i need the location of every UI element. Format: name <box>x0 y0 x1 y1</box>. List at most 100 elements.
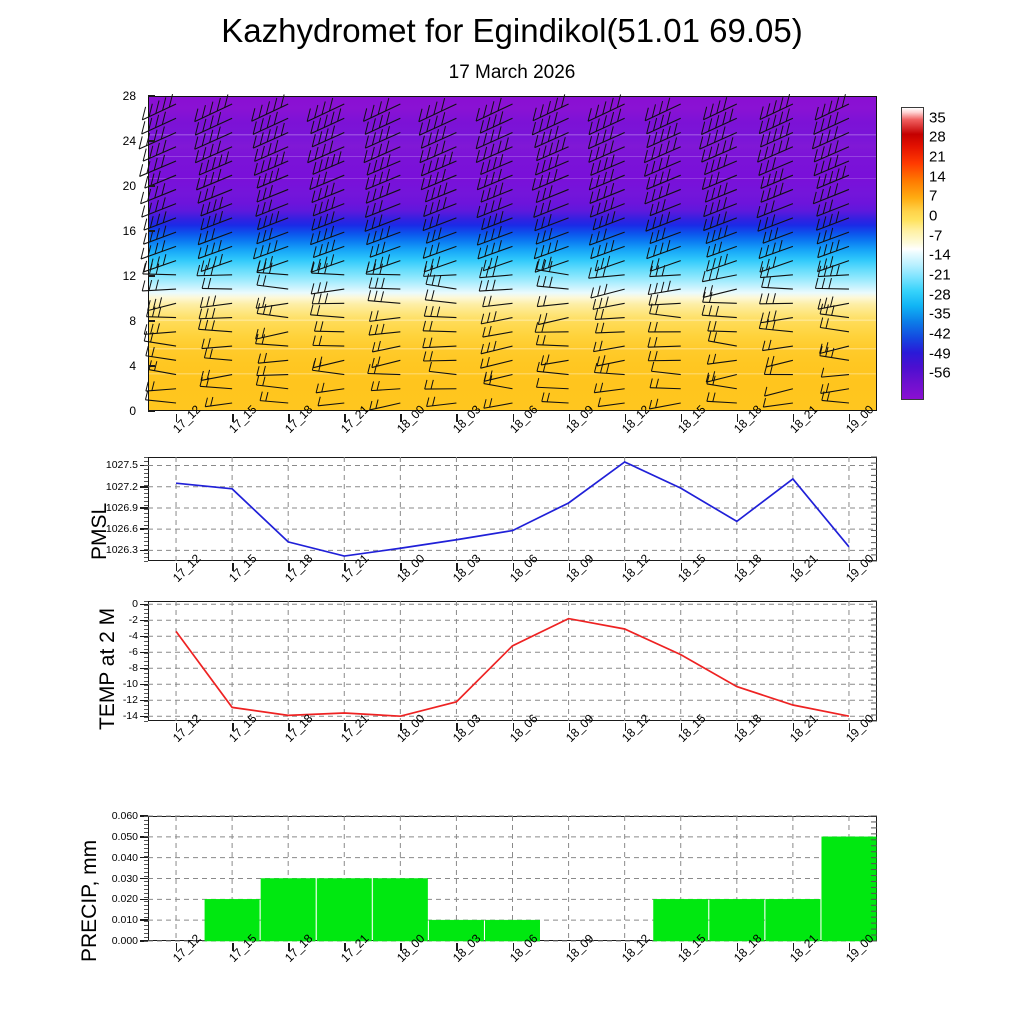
y-tickmark <box>140 507 148 509</box>
wind-barb <box>254 140 289 162</box>
wind-barb <box>587 94 625 122</box>
wind-barb <box>364 111 401 135</box>
y-minor-tickmark <box>144 653 148 654</box>
contour-y-tickmark <box>148 230 155 232</box>
x-tickmark <box>568 943 570 951</box>
pmsl-line-series <box>148 456 877 562</box>
wind-barb <box>425 273 457 290</box>
wind-barb <box>312 356 345 369</box>
wind-barb <box>140 183 177 205</box>
y-minor-tickmark <box>144 941 148 942</box>
wind-barb <box>479 265 513 279</box>
wind-barb <box>309 171 345 190</box>
y-minor-tickmark <box>144 489 148 490</box>
y-minor-tickmark <box>144 605 148 606</box>
wind-barb <box>699 126 738 150</box>
y-minor-tickmark <box>144 469 148 470</box>
wind-barb <box>141 279 177 292</box>
wind-barb <box>819 317 850 333</box>
y-minor-tickmark <box>144 621 148 622</box>
x-tickmark <box>792 563 795 571</box>
wind-barb <box>644 154 681 177</box>
y-minor-tickmark <box>144 936 148 938</box>
colorbar-tick--56: -56 <box>929 364 951 382</box>
wind-barb <box>368 323 401 336</box>
x-tickmark <box>680 723 683 731</box>
wind-barb <box>701 304 737 319</box>
x-tickmark <box>792 414 795 422</box>
wind-barb <box>481 211 513 231</box>
wind-barb <box>364 214 401 232</box>
wind-barb <box>702 291 737 304</box>
wind-barb <box>701 137 738 163</box>
wind-barb <box>420 126 457 149</box>
wind-barb <box>476 197 513 219</box>
y-minor-tickmark <box>144 509 148 510</box>
wind-barb <box>141 197 177 218</box>
x-tickmark <box>456 414 458 422</box>
y-minor-tickmark <box>144 485 148 486</box>
wind-barb <box>650 361 681 376</box>
wind-barb <box>312 151 345 175</box>
wind-barb <box>534 154 569 176</box>
contour-y-tickmark <box>148 410 155 412</box>
wind-barb <box>531 111 569 136</box>
wind-barb <box>647 321 681 333</box>
wind-barb <box>701 268 737 283</box>
wind-barb <box>644 97 681 122</box>
x-tickmark <box>848 563 851 571</box>
y-minor-tickmark <box>144 561 148 562</box>
wind-barb <box>197 228 233 246</box>
y-minor-tickmark <box>144 856 148 858</box>
contour-y-axis: 0 4 8 12 16 20 24 28 <box>100 89 142 418</box>
y-minor-tickmark <box>144 924 148 926</box>
x-tickmark <box>624 563 627 571</box>
wind-barb <box>369 399 401 411</box>
wind-barb <box>647 280 681 296</box>
wind-barb <box>756 200 794 219</box>
colorbar-tick--49: -49 <box>929 345 951 363</box>
y-minor-tickmark <box>144 900 148 902</box>
wind-barb <box>702 97 738 121</box>
page-title: Kazhydromet for Egindikol(51.01 69.05) <box>221 12 803 49</box>
wind-barb <box>649 199 681 217</box>
wind-barb <box>420 168 457 191</box>
wind-barb <box>480 311 513 325</box>
wind-barb <box>367 290 401 304</box>
x-tickmark <box>232 563 234 571</box>
y-minor-tickmark <box>144 517 148 518</box>
y-minor-tickmark <box>144 649 148 650</box>
wind-barb <box>368 277 401 290</box>
colorbar-tick--28: -28 <box>929 286 951 304</box>
y-minor-tickmark <box>144 545 148 546</box>
contour-y-tickmark <box>148 365 155 367</box>
wind-barb <box>649 258 681 272</box>
y-minor-tickmark <box>144 629 148 630</box>
precip-ytick-0.030: 0.030 <box>111 872 138 885</box>
wind-barb <box>648 294 681 306</box>
wind-barb <box>817 256 850 273</box>
page-subtitle: 17 March 2026 <box>448 62 576 83</box>
y-minor-tickmark <box>144 864 148 866</box>
y-minor-tickmark <box>144 645 148 646</box>
x-tickmark <box>456 563 458 571</box>
y-minor-tickmark <box>144 920 148 922</box>
wind-barb <box>594 308 625 320</box>
wind-barb <box>253 151 289 176</box>
wind-barb <box>203 348 233 361</box>
temp-2m-chart-ytick--6: -6 <box>128 646 138 659</box>
wind-barb <box>478 279 513 292</box>
y-minor-tickmark <box>144 513 148 514</box>
wind-barb <box>255 375 289 390</box>
x-tickmark <box>792 723 795 731</box>
wind-barb <box>594 255 625 272</box>
wind-barb <box>422 337 457 349</box>
x-tickmark <box>288 723 290 731</box>
wind-barb <box>256 261 289 276</box>
wind-barb <box>311 360 345 376</box>
y-minor-tickmark <box>144 872 148 874</box>
y-minor-tickmark <box>144 641 148 642</box>
y-minor-tickmark <box>144 820 148 822</box>
wind-barb <box>306 97 345 122</box>
y-minor-tickmark <box>144 533 148 534</box>
